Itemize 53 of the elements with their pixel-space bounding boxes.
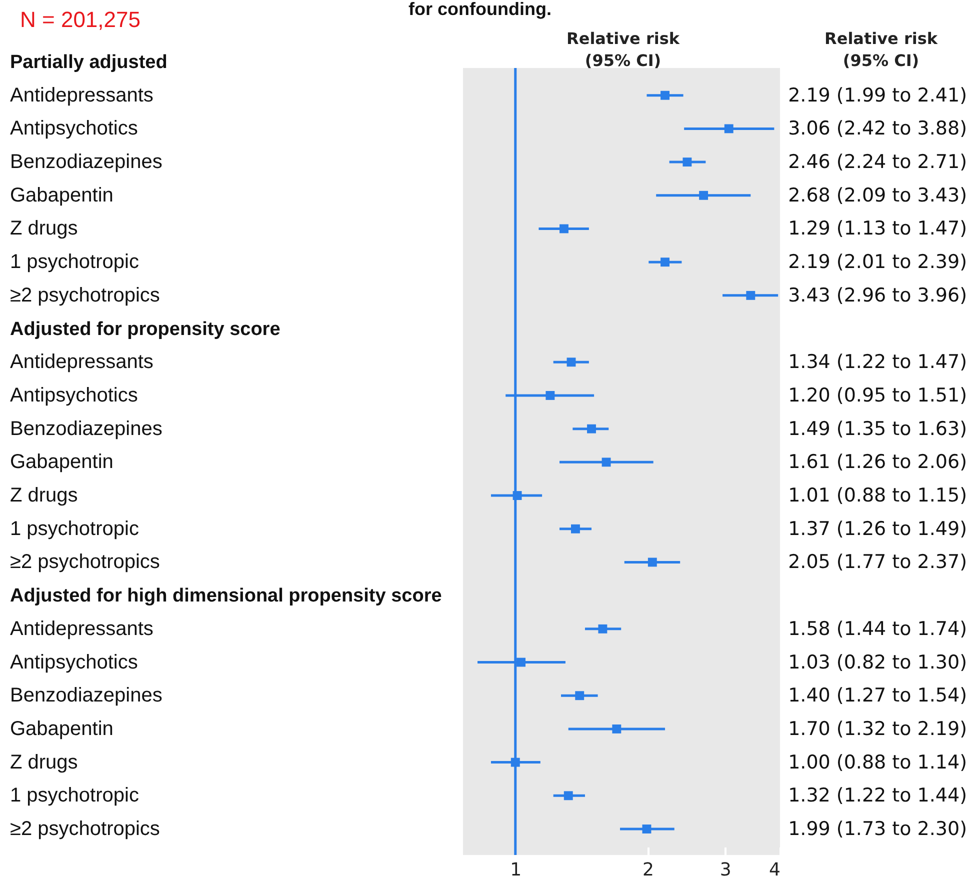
y-tick-label: Adjusted for high dimensional propensity score (10, 586, 442, 607)
data-label: 1.01 (0.88 to 1.15) (788, 484, 967, 507)
x-tick-label: 2 (642, 860, 654, 878)
data-label: 1.99 (1.73 to 2.30) (788, 818, 967, 840)
y-tick-label: Antidepressants (10, 351, 154, 374)
y-tick-label: Antipsychotics (10, 651, 138, 674)
data-label: 2.68 (2.09 to 3.43) (788, 184, 967, 206)
data-label: 3.06 (2.42 to 3.88) (788, 118, 967, 140)
data-label: 2.05 (1.77 to 2.37) (788, 551, 967, 574)
y-tick-label: Benzodiazepines (10, 151, 162, 174)
y-tick-label: ≥2 psychotropics (10, 284, 160, 306)
text: N = 201,275 (20, 7, 140, 32)
x-tick-label: 4 (769, 860, 780, 878)
y-tick-label: Antipsychotics (10, 384, 138, 406)
annotation: Relative risk (95% CI) (566, 29, 680, 70)
y-tick-label: Antipsychotics (10, 118, 138, 140)
y-tick-label: Partially adjusted (10, 52, 168, 73)
y-tick-label: Z drugs (10, 751, 78, 774)
data-label: 1.32 (1.22 to 1.44) (788, 784, 967, 807)
y-tick-label: Z drugs (10, 484, 78, 507)
y-tick-label: 1 psychotropic (10, 784, 139, 807)
data-label: 1.70 (1.32 to 2.19) (788, 718, 967, 740)
data-label: 2.46 (2.24 to 2.71) (788, 151, 967, 174)
y-tick-label: Adjusted for propensity score (10, 318, 280, 340)
y-tick-label: Benzodiazepines (10, 418, 162, 440)
data-label: 2.19 (2.01 to 2.39) (788, 251, 967, 274)
y-tick-label: 1 psychotropic (10, 518, 139, 540)
x-tick-label: 3 (720, 860, 732, 878)
y-tick-label: Antidepressants (10, 618, 154, 640)
y-tick-label: Antidepressants (10, 84, 154, 106)
data-label: 1.34 (1.22 to 1.47) (788, 351, 967, 374)
data-label: 1.49 (1.35 to 1.63) (788, 418, 967, 440)
y-tick-label: Gabapentin (10, 451, 114, 474)
data-label: 1.03 (0.82 to 1.30) (788, 651, 967, 674)
y-tick-label: Gabapentin (10, 184, 114, 206)
data-label: 2.19 (1.99 to 2.41) (788, 84, 967, 106)
y-tick-label: ≥2 psychotropics (10, 551, 160, 574)
data-label: 1.40 (1.27 to 1.54) (788, 684, 967, 707)
data-label: 1.58 (1.44 to 1.74) (788, 618, 967, 640)
chart-title: for confounding. (408, 0, 552, 19)
data-label: 1.00 (0.88 to 1.14) (788, 751, 967, 774)
y-tick-label: Z drugs (10, 218, 78, 240)
data-label: 1.29 (1.13 to 1.47) (788, 218, 967, 240)
data-label: 1.37 (1.26 to 1.49) (788, 518, 967, 540)
data-label: 1.20 (0.95 to 1.51) (788, 384, 967, 406)
data-label: 1.61 (1.26 to 2.06) (788, 451, 967, 474)
y-tick-label: Gabapentin (10, 718, 114, 740)
data-label: 3.43 (2.96 to 3.96) (788, 284, 967, 306)
y-tick-label: Benzodiazepines (10, 684, 162, 707)
text: Relative risk (95% CI) (824, 29, 938, 70)
y-tick-label: ≥2 psychotropics (10, 818, 160, 840)
x-tick-label: 1 (510, 860, 522, 878)
y-tick-label: 1 psychotropic (10, 251, 139, 274)
